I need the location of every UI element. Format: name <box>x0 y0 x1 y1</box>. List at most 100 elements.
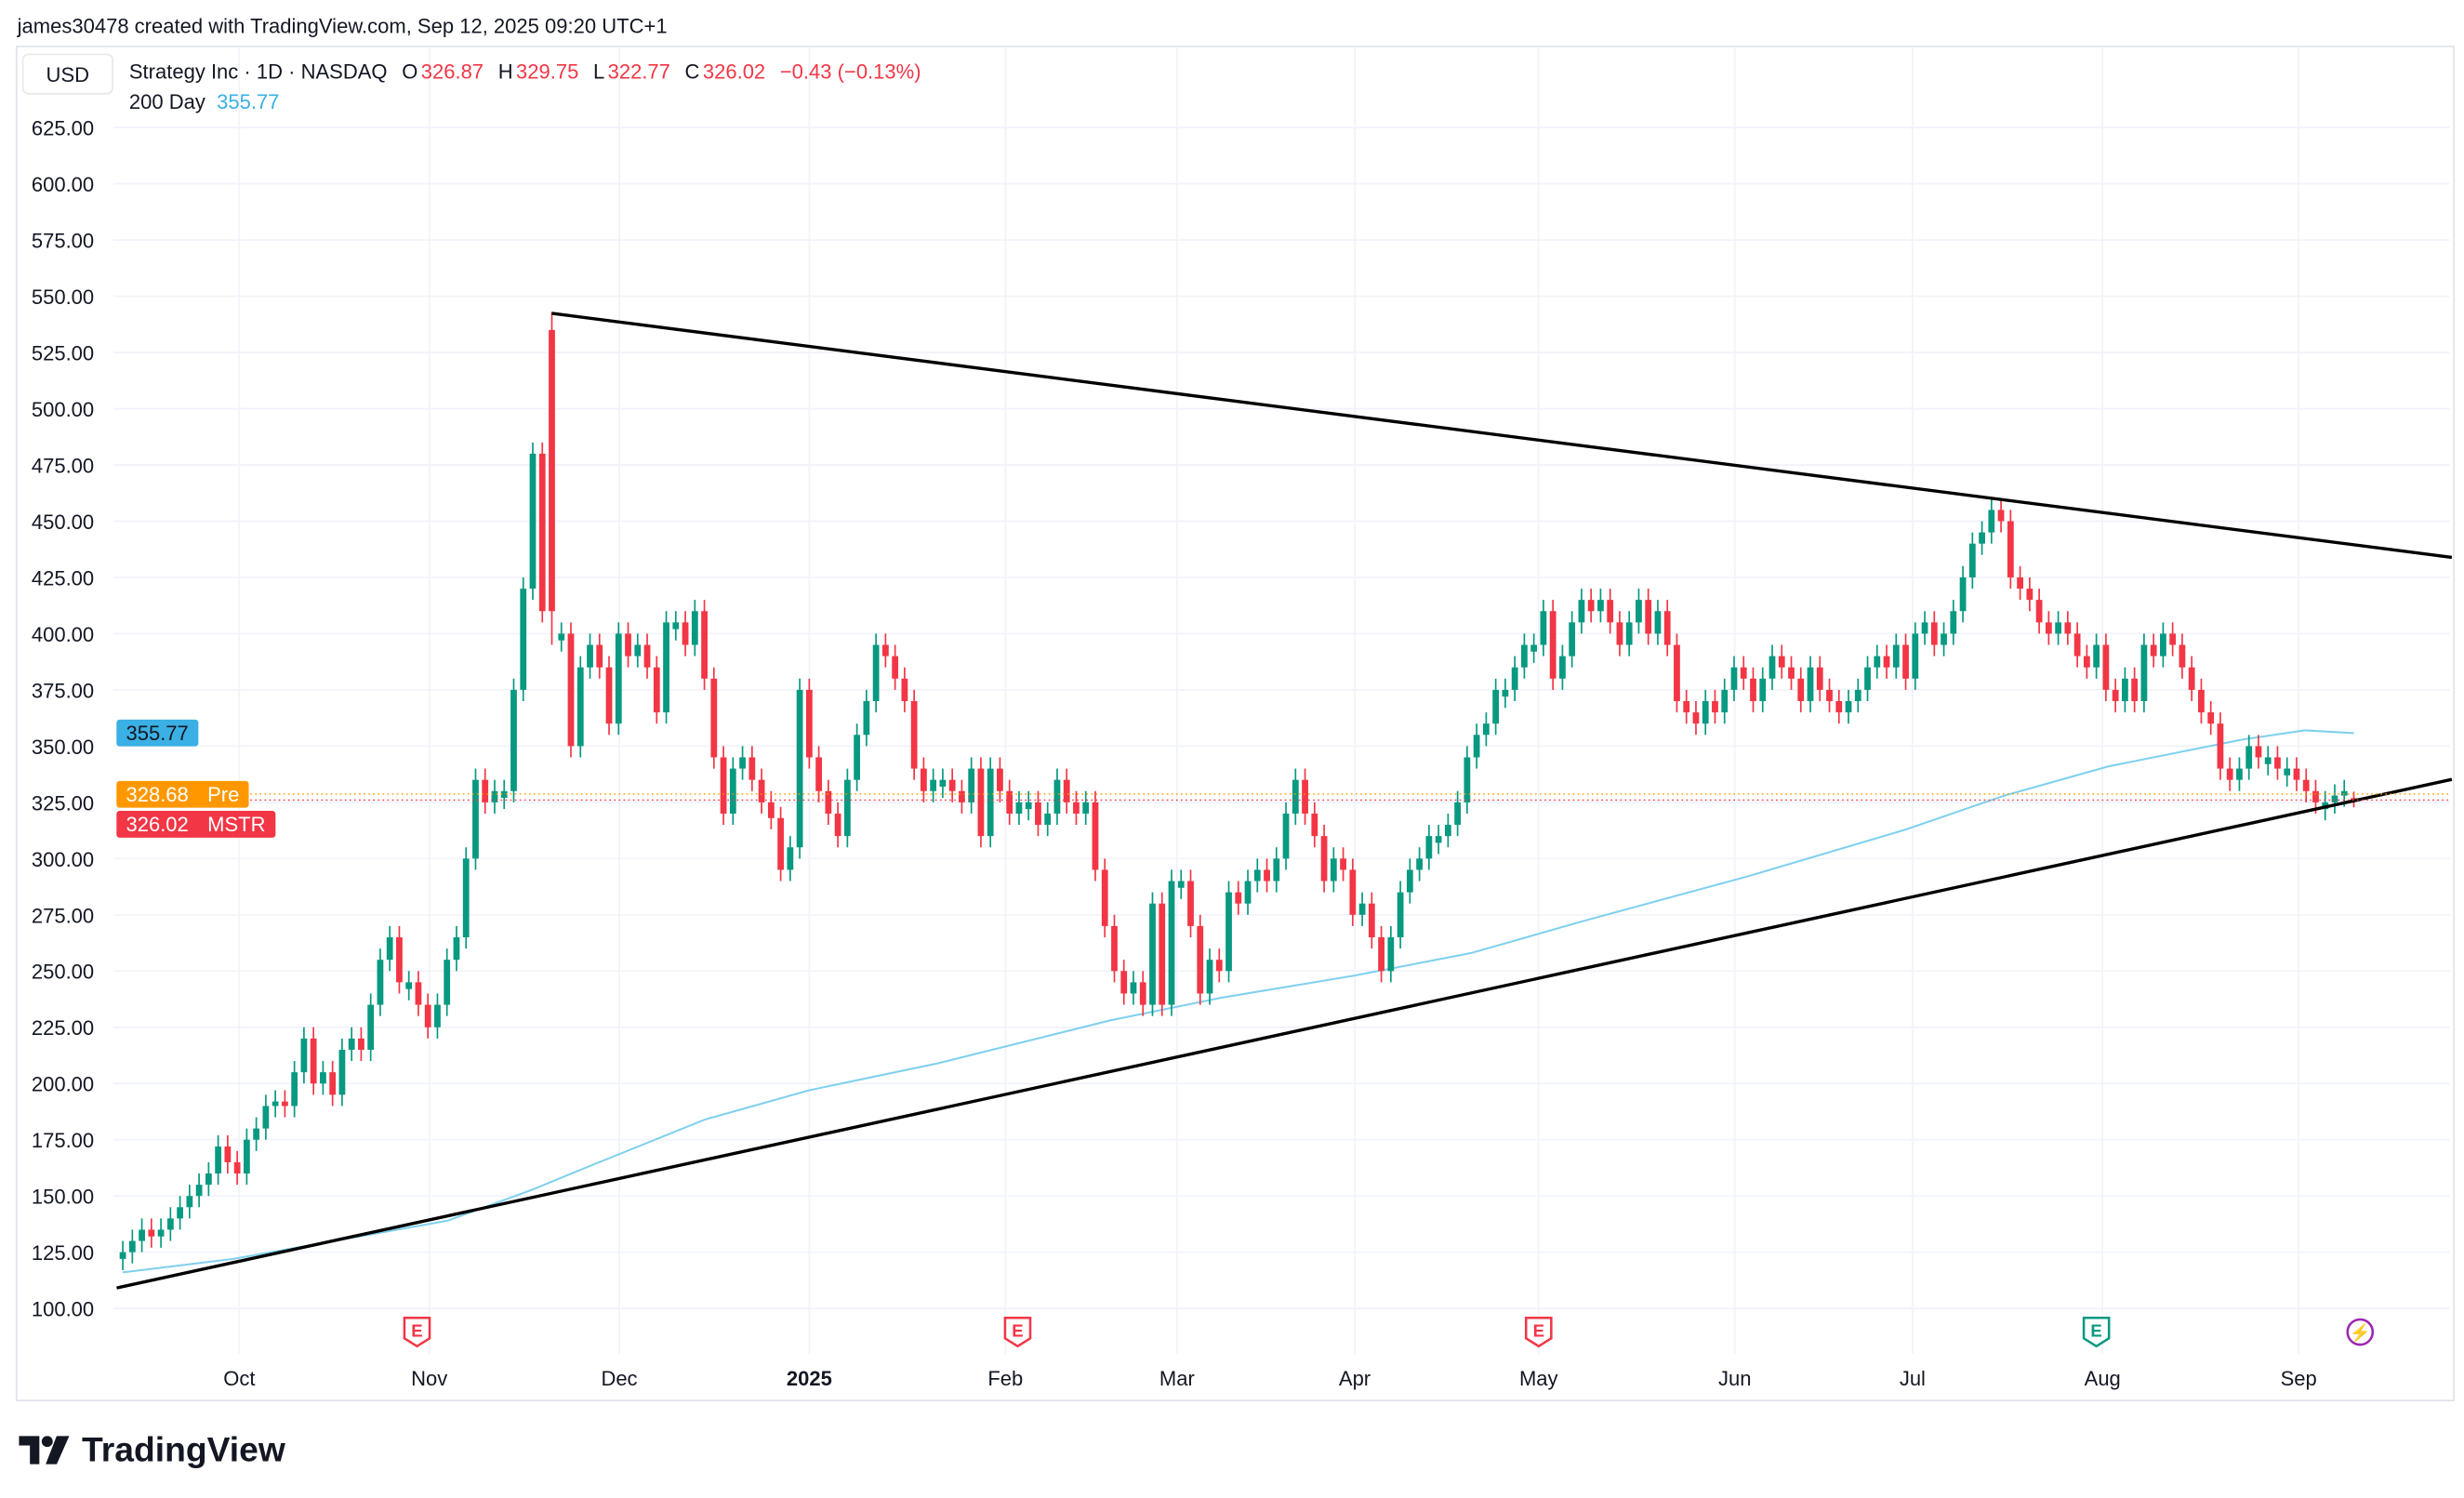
candle-body <box>1578 600 1585 623</box>
candle-body <box>2026 589 2033 601</box>
candle-body <box>472 779 479 859</box>
candle-body <box>1950 611 1957 634</box>
candle-body <box>2073 633 2081 656</box>
candle-body <box>272 1101 279 1107</box>
candle-body <box>405 982 413 989</box>
candle-body <box>253 1128 260 1140</box>
candle-body <box>777 817 784 870</box>
candle-body <box>701 611 708 679</box>
candle-body <box>1569 622 1576 656</box>
candle-body <box>2160 633 2166 656</box>
candle-body <box>482 779 489 802</box>
candle-body <box>567 633 575 747</box>
candle-body <box>1521 644 1528 668</box>
candle-body <box>1130 982 1137 994</box>
candle-body <box>2112 689 2119 702</box>
candle-body <box>166 1218 174 1230</box>
candle-body <box>2293 768 2300 780</box>
candle-body <box>2035 600 2043 623</box>
x-tick-label: Nov <box>411 1367 447 1390</box>
candle-body <box>1788 667 1795 679</box>
candle-body <box>1540 611 1547 645</box>
candle-body <box>643 644 651 668</box>
candle-body <box>1797 678 1805 702</box>
candle-body <box>462 858 470 937</box>
ma200-line <box>122 729 2354 1274</box>
candle-body <box>348 1038 355 1050</box>
candle-body <box>1883 656 1890 668</box>
candle-body <box>2131 678 2139 702</box>
price-tag: 326.02 MSTR <box>116 810 275 838</box>
candle-body <box>549 329 555 612</box>
candle-body <box>2083 656 2090 668</box>
y-tick-label: 525.00 <box>32 342 94 365</box>
candle-body <box>262 1106 270 1129</box>
candle-body <box>1349 869 1357 915</box>
candle-body <box>1053 779 1061 814</box>
ma-label: 200 Day <box>128 89 205 113</box>
symbol-title: Strategy Inc · 1D · NASDAQ <box>128 60 388 84</box>
x-tick-label: Jul <box>1900 1367 1926 1390</box>
candle-body <box>815 757 822 791</box>
candle-body <box>320 1072 326 1084</box>
lightning-icon-glyph: ⚡ <box>2350 1322 2371 1343</box>
candle-body <box>2188 667 2195 690</box>
candle-body <box>930 779 937 791</box>
candle-body <box>1941 633 1947 645</box>
candle-body <box>1311 813 1318 837</box>
candle-body <box>1197 925 1204 994</box>
candle-body <box>1912 633 1919 679</box>
candle-body <box>1683 701 1690 713</box>
candle-body <box>1464 757 1471 802</box>
candle-body <box>1778 656 1785 668</box>
candle-body <box>291 1072 298 1107</box>
candle-body <box>1730 667 1738 690</box>
candle-body <box>691 611 698 645</box>
currency-button[interactable]: USD <box>21 53 113 95</box>
candle-body <box>2198 689 2205 713</box>
candle-body <box>1406 869 1413 893</box>
candle-body <box>1645 600 1652 634</box>
candle-body <box>386 936 393 961</box>
candle-body <box>1902 644 1909 679</box>
candle-body <box>892 656 899 679</box>
candle-body <box>1959 577 1967 612</box>
candle-body <box>2007 521 2014 577</box>
candle-body <box>1206 960 1213 994</box>
y-tick-label: 250.00 <box>32 961 94 984</box>
candle-body <box>1044 813 1052 826</box>
candle-body <box>2064 622 2072 634</box>
candle-body <box>968 768 975 802</box>
candle-body <box>1330 858 1337 882</box>
candle-body <box>2045 622 2052 634</box>
candle-body <box>1253 869 1261 882</box>
candle-body <box>1597 600 1604 612</box>
candle-body <box>720 757 727 814</box>
candle-body <box>587 644 593 668</box>
x-tick-label: Mar <box>1159 1367 1195 1390</box>
candle-body <box>663 622 669 713</box>
earnings-icon <box>2082 1317 2111 1348</box>
candle-body <box>1663 611 1671 645</box>
candle-body <box>977 768 985 837</box>
candle-body <box>1139 982 1146 1005</box>
trendline-support <box>116 777 2453 1290</box>
candle-body <box>1187 881 1194 926</box>
open-label: O <box>402 60 418 84</box>
y-tick-label: 375.00 <box>32 679 94 702</box>
candle-body <box>1035 802 1041 826</box>
x-tick-label: Apr <box>1339 1367 1371 1390</box>
candle-body <box>997 768 1003 791</box>
close-value: 326.02 <box>702 60 766 84</box>
candle-body <box>1921 622 1928 634</box>
candle-body <box>729 768 736 814</box>
candle-body <box>576 667 584 747</box>
earnings-icon-letter: E <box>2090 1321 2101 1341</box>
candle-body <box>205 1173 212 1186</box>
tradingview-logo-icon <box>19 1436 70 1465</box>
candle-body <box>444 960 451 1005</box>
candle-body <box>739 757 746 769</box>
candle-body <box>1235 892 1242 904</box>
